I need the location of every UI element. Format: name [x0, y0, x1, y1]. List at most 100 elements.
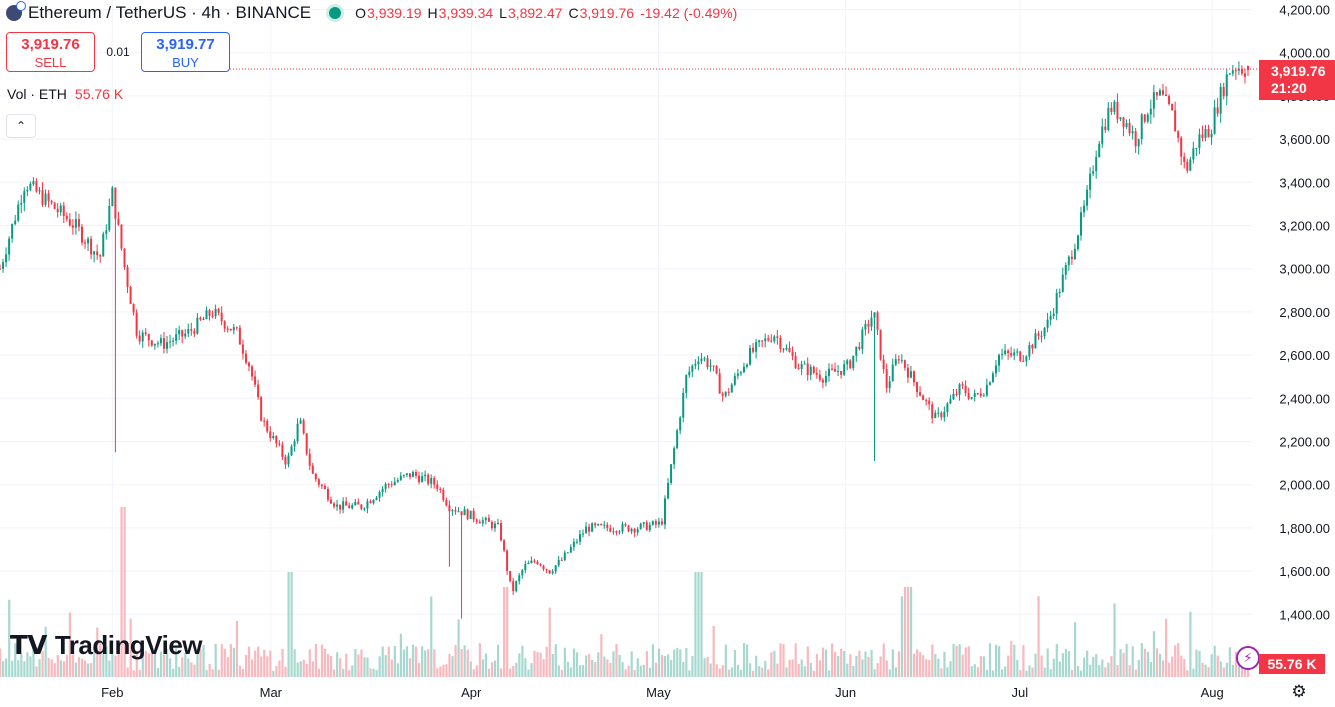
candle-body	[0, 268, 1, 270]
market-status-icon[interactable]	[329, 7, 342, 19]
candle-body	[1098, 143, 1101, 158]
candle-body	[260, 397, 263, 421]
candle-body	[1128, 122, 1131, 134]
volume-bar	[861, 659, 864, 677]
volume-bar	[418, 662, 421, 677]
candle-body	[430, 478, 433, 484]
volume-bar	[782, 644, 785, 677]
volume-bar	[415, 646, 418, 677]
volume-bar	[1149, 661, 1153, 677]
candle-body	[199, 317, 202, 320]
volume-bar	[572, 648, 576, 677]
x-tick-label: Aug	[1201, 685, 1224, 700]
candle-body	[569, 547, 572, 553]
volume-bar	[1219, 661, 1222, 677]
volume-bar	[445, 664, 448, 677]
candle-body	[1216, 107, 1219, 114]
volume-bar	[721, 665, 724, 677]
candle-body	[496, 523, 499, 525]
candle-body	[378, 491, 381, 498]
candle-body	[1010, 353, 1013, 356]
volume-bar	[988, 643, 992, 677]
buy-button[interactable]: 3,919.77 BUY	[141, 32, 230, 72]
candle-body	[937, 412, 940, 414]
candle-body	[855, 346, 858, 356]
candle-body	[254, 376, 257, 385]
volume-bar	[1131, 646, 1134, 677]
candle-body	[484, 517, 487, 521]
candle-body	[946, 403, 949, 412]
y-tick-label: 3,000.00	[1279, 262, 1330, 277]
candle-body	[478, 521, 481, 524]
volume-bar	[405, 646, 409, 677]
volume-bar	[196, 653, 199, 677]
ethereum-icon	[6, 1, 26, 21]
collapse-legend-button[interactable]: ⌃	[6, 114, 36, 138]
y-tick-label: 3,200.00	[1279, 219, 1330, 234]
sell-button[interactable]: 3,919.76 SELL	[6, 32, 95, 72]
volume-bar	[214, 643, 217, 677]
volume-bar	[1019, 670, 1022, 677]
candle-body	[612, 531, 615, 533]
candle-body	[433, 478, 436, 485]
volume-bar	[293, 649, 296, 677]
volume-bar	[1207, 667, 1210, 677]
gear-icon[interactable]: ⚙	[1291, 682, 1307, 701]
volume-bar	[260, 656, 263, 677]
candle-body	[481, 520, 484, 524]
symbol-header[interactable]: Ethereum / TetherUS · 4h · BINANCE O 3,93…	[6, 1, 743, 24]
low-value: 3,892.47	[507, 5, 563, 21]
candle-body	[1025, 356, 1028, 362]
volume-bar	[1004, 666, 1007, 677]
candle-body	[1119, 117, 1122, 120]
candle-body	[196, 317, 199, 334]
candle-body	[23, 191, 26, 203]
volume-bar	[181, 657, 184, 677]
candle-body	[320, 484, 323, 486]
candle-body	[472, 510, 475, 520]
lightning-icon[interactable]: ⚡	[1236, 646, 1260, 670]
volume-bar	[378, 656, 381, 677]
candle-body	[582, 533, 585, 535]
volume-bar	[563, 647, 566, 677]
tradingview-logo-icon: 𝗧𝗩	[10, 630, 47, 660]
candle-body	[764, 338, 767, 342]
ohlc-values: O 3,939.19 H 3,939.34 L 3,892.47 C 3,919.76 …	[355, 5, 738, 21]
volume-bar	[1177, 643, 1180, 677]
volume-bar	[1122, 652, 1125, 677]
volume-bar	[333, 669, 336, 677]
candle-body	[642, 522, 645, 524]
candle-body	[824, 376, 827, 383]
candle-body	[1043, 327, 1046, 336]
candle-body	[542, 565, 545, 570]
volume-bar	[1058, 661, 1061, 677]
volume-legend[interactable]: Vol · ETH 55.76 K	[7, 86, 123, 102]
candle-body	[84, 242, 87, 244]
candle-body	[187, 329, 190, 334]
volume-bar	[985, 669, 989, 677]
volume-bar	[38, 659, 41, 677]
candle-body	[1195, 147, 1198, 149]
candle-body	[278, 443, 281, 445]
volume-bar	[1070, 669, 1074, 677]
candle-body	[415, 471, 417, 476]
volume-bar	[594, 662, 597, 677]
volume-bar	[226, 657, 229, 677]
candle-body	[299, 420, 302, 424]
volume-bar	[132, 670, 135, 677]
candle-body	[779, 337, 782, 349]
candle-body	[244, 353, 247, 363]
candle-body	[712, 365, 715, 367]
volume-bar	[909, 587, 913, 677]
candle-body	[251, 366, 254, 377]
change-value: -19.42 (-0.49%)	[640, 5, 738, 21]
volume-bar	[654, 662, 658, 677]
candle-body	[1155, 92, 1158, 96]
candle-body	[906, 367, 909, 378]
candle-body	[135, 312, 138, 336]
volume-bar	[536, 651, 539, 677]
candle-body	[1143, 114, 1146, 122]
candle-body	[156, 343, 159, 345]
volume-bar	[818, 660, 822, 677]
